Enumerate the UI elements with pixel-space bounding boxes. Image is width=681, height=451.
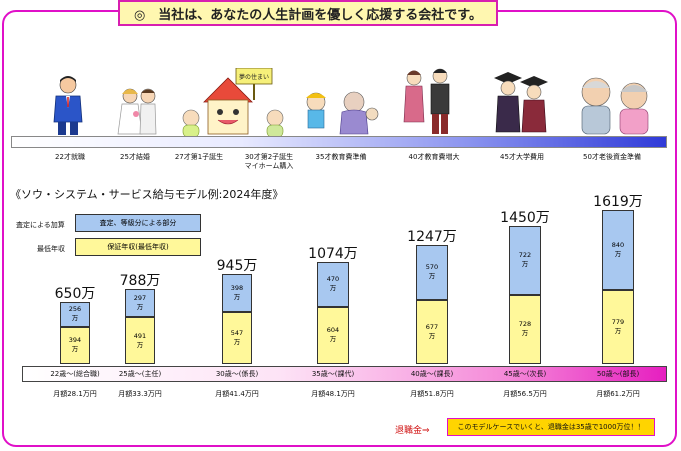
segment-unit: 万: [136, 303, 144, 312]
legend-assessment-text: 査定、等級分による部分: [99, 219, 177, 227]
axis-category-label: 45歳～(次長): [503, 370, 547, 378]
segment-unit: 万: [71, 314, 79, 323]
axis-category-label: 50歳～(部長): [596, 370, 640, 378]
segment-value: 779: [611, 317, 625, 326]
bar-guaranteed-segment: 394 万: [60, 326, 90, 364]
sign-text: 夢の住まい: [239, 73, 269, 81]
stage-label: 45才大学費用: [500, 153, 544, 161]
axis-category-label: 30歳～(係長): [215, 370, 259, 378]
monthly-salary-label: 月額28.1万円: [53, 390, 97, 398]
new-employee-illustration: [53, 76, 83, 135]
bar-assessment-segment: 570 万: [416, 245, 448, 300]
bar-guaranteed-segment: 728 万: [509, 294, 541, 364]
segment-value: 394: [68, 336, 82, 345]
segment-unit: 万: [233, 337, 241, 346]
segment-value: 297: [133, 294, 147, 303]
bar-total-label: 650万: [54, 286, 96, 303]
segment-value: 256: [68, 305, 82, 314]
retirement-label: 退職金⇒: [395, 426, 430, 436]
education-prep-illustration: [306, 91, 379, 135]
segment-unit: 万: [614, 326, 622, 335]
axis-category-label: 22歳～(総合職): [50, 370, 100, 378]
bar-assessment-segment: 297 万: [125, 289, 155, 318]
retirement-note: このモデルケースでいくと、退職金は35歳で1000万位！！: [457, 423, 645, 431]
segment-value: 398: [230, 284, 244, 293]
bar-guaranteed-segment: 779 万: [602, 289, 634, 364]
stage-label: 30才第2子誕生 マイホーム購入: [244, 153, 294, 170]
monthly-salary-label: 月額51.8万円: [410, 390, 454, 398]
segment-value: 604: [326, 326, 340, 335]
monthly-salary-label: 月額56.5万円: [503, 390, 547, 398]
banner-text: ◎ 当社は、あなたの人生計画を優しく応援する会社です。: [133, 7, 483, 23]
legend-minimum-box: 保証年収(最低年収): [75, 238, 201, 256]
segment-unit: 万: [428, 272, 436, 281]
bar-guaranteed-segment: 547 万: [222, 311, 252, 364]
segment-value: 491: [133, 331, 147, 340]
axis-category-label: 40歳～(課長): [410, 370, 454, 378]
segment-unit: 万: [136, 340, 144, 349]
wedding-illustration: [117, 88, 157, 135]
model-title: 《ソウ・システム・サービス給与モデル例:2024年度》: [10, 188, 284, 201]
bar-assessment-segment: 840 万: [602, 210, 634, 290]
monthly-salary-label: 月額48.1万円: [311, 390, 355, 398]
segment-value: 722: [518, 251, 532, 260]
segment-unit: 万: [329, 335, 337, 344]
bar-total-label: 788万: [119, 273, 161, 290]
second-baby-illustration: [266, 109, 284, 138]
bar-guaranteed-segment: 604 万: [317, 306, 349, 364]
retirement-couple-illustration: [581, 77, 649, 135]
bar-guaranteed-segment: 677 万: [416, 299, 448, 364]
legend-minimum-text: 保証年収(最低年収): [107, 243, 169, 251]
segment-value: 677: [425, 322, 439, 331]
bar-assessment-segment: 470 万: [317, 261, 349, 307]
stage-label: 50才老後資金準備: [583, 153, 641, 161]
axis-category-label: 25歳～(主任): [118, 370, 162, 378]
segment-unit: 万: [614, 249, 622, 258]
header-banner: ◎ 当社は、あなたの人生計画を優しく応援する会社です。: [118, 0, 498, 26]
bar-assessment-segment: 398 万: [222, 274, 252, 312]
bar-assessment-segment: 256 万: [60, 302, 90, 327]
bar-total-label: 1450万: [500, 210, 550, 227]
monthly-salary-label: 月額41.4万円: [215, 390, 259, 398]
segment-value: 470: [326, 275, 340, 284]
monthly-salary-label: 月額33.3万円: [118, 390, 162, 398]
segment-value: 728: [518, 320, 532, 329]
house-illustration: 夢の住まい: [203, 68, 273, 135]
career-axis-bar: [22, 366, 667, 382]
stage-label: 27才第1子誕生: [174, 153, 224, 161]
segment-value: 840: [611, 240, 625, 249]
family-growing-illustration: [403, 68, 450, 134]
stage-label: 35才教育費準備: [315, 153, 367, 161]
bar-total-label: 945万: [216, 258, 258, 275]
bar-total-label: 1619万: [593, 194, 643, 210]
graduation-illustration: [494, 72, 548, 133]
baby-illustration: [182, 109, 200, 138]
legend-assessment-box: 査定、等級分による部分: [75, 214, 201, 232]
stage-label: 40才教育費増大: [408, 153, 460, 161]
monthly-salary-label: 月額61.2万円: [596, 390, 640, 398]
segment-value: 547: [230, 328, 244, 337]
segment-unit: 万: [329, 284, 337, 293]
bar-total-label: 1074万: [308, 245, 358, 262]
legend-minimum-label: 最低年収: [37, 245, 65, 253]
stage-label: 25才結婚: [120, 153, 150, 161]
segment-unit: 万: [521, 329, 529, 338]
stage-label: 22才就職: [55, 153, 85, 161]
life-timeline-bar: [11, 136, 667, 148]
bar-assessment-segment: 722 万: [509, 226, 541, 295]
legend-assessment-label: 査定による加算: [16, 221, 65, 229]
segment-unit: 万: [71, 345, 79, 354]
segment-value: 570: [425, 263, 439, 272]
axis-category-label: 35歳～(課代): [311, 370, 355, 378]
segment-unit: 万: [233, 293, 241, 302]
segment-unit: 万: [521, 260, 529, 269]
bar-total-label: 1247万: [407, 229, 457, 246]
segment-unit: 万: [428, 331, 436, 340]
bar-guaranteed-segment: 491 万: [125, 317, 155, 364]
retirement-note-box: このモデルケースでいくと、退職金は35歳で1000万位！！: [447, 418, 655, 436]
